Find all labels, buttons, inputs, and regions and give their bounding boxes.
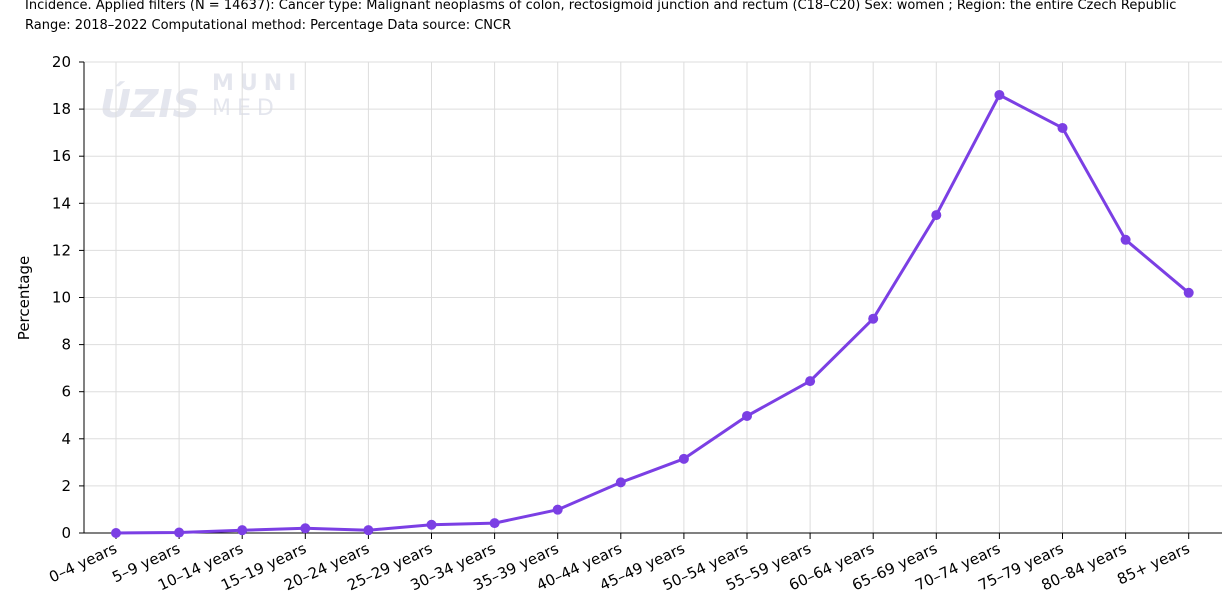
data-point[interactable] [300, 523, 311, 534]
data-point[interactable] [489, 518, 500, 529]
data-point[interactable] [111, 528, 121, 538]
x-tick-label: 85+ years [1114, 539, 1192, 588]
watermark-muni: MUNI [212, 71, 302, 96]
y-tick-label: 4 [61, 430, 71, 448]
y-tick-label: 2 [61, 477, 71, 495]
y-tick-label: 12 [52, 241, 71, 259]
y-tick-labels: 0 2 4 6 8 10 12 14 16 18 20 [52, 53, 71, 542]
data-point[interactable] [931, 210, 942, 221]
data-point[interactable] [363, 525, 374, 536]
data-point[interactable] [426, 519, 437, 530]
grid [84, 61, 1222, 533]
y-tick-label: 14 [52, 194, 71, 212]
y-tick-label: 8 [61, 336, 71, 354]
series-line [114, 93, 1191, 535]
y-tick-label: 10 [52, 289, 71, 307]
watermark-med: MED [212, 96, 280, 121]
data-point[interactable] [1183, 287, 1194, 298]
data-point[interactable] [552, 504, 563, 515]
caption-line-2: Range: 2018–2022 Computational method: P… [25, 18, 512, 33]
data-point[interactable] [994, 89, 1005, 100]
data-point[interactable] [615, 477, 626, 488]
axes [79, 61, 1222, 539]
y-tick-label: 0 [61, 524, 71, 542]
data-point[interactable] [742, 410, 752, 421]
data-point[interactable] [678, 453, 689, 464]
y-axis-title: Percentage [15, 256, 33, 340]
chart-caption: Incidence. Applied filters (N = 14637): … [25, 0, 1225, 36]
watermark: ÚZIS MUNI MED [100, 71, 302, 126]
data-point[interactable] [1120, 234, 1131, 245]
caption-line-1: Incidence. Applied filters (N = 14637): … [25, 0, 1177, 13]
y-tick-label: 20 [52, 53, 71, 71]
data-point[interactable] [237, 525, 248, 536]
data-point[interactable] [1057, 122, 1068, 133]
y-tick-label: 16 [52, 147, 71, 165]
data-point[interactable] [868, 313, 879, 324]
series [111, 89, 1194, 538]
x-tick-label: 0–4 years [46, 539, 120, 586]
data-point[interactable] [805, 376, 816, 387]
y-tick-label: 6 [61, 383, 71, 401]
y-tick-label: 18 [52, 100, 71, 118]
data-point[interactable] [174, 527, 185, 538]
watermark-uzis: ÚZIS [100, 82, 200, 126]
